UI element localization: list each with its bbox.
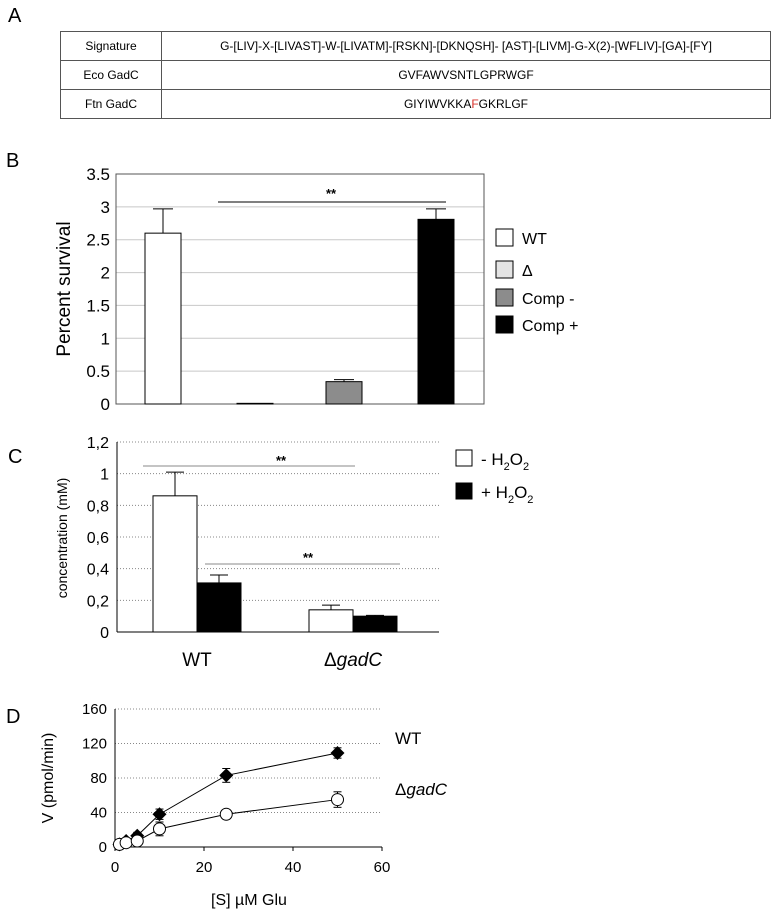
y-axis-label: concentration (mM) [54,478,70,599]
x-tick-label: ΔgadC [324,650,382,671]
bar [236,402,274,405]
data-point [130,834,144,848]
y-tick-label: 2 [101,264,110,283]
data-point [119,836,133,850]
y-tick-label: 3 [101,198,110,217]
row-label: Ftn GadC [60,89,162,119]
legend-swatch [495,260,514,279]
legend-swatch [495,288,514,307]
table-row: Eco GadC GVFAWVSNTLGPRWGF [60,60,771,90]
y-tick-label: 1,2 [87,435,109,452]
significance-mark: ** [276,453,287,468]
x-tick-label: 0 [111,859,119,876]
row-label: Eco GadC [60,60,162,90]
bar [152,495,198,633]
y-tick-label: 0 [100,625,109,642]
y-tick-label: 1 [101,329,110,348]
panel-label-a: A [8,5,22,27]
bar [325,381,363,405]
y-axis-label: V (pmol/min) [40,733,57,824]
legend-swatch [455,449,473,467]
significance-mark: ** [303,550,314,565]
legend-label: Comp - [522,291,574,308]
y-tick-label: 0 [101,395,110,414]
sequence-post: GKRLGF [478,97,529,111]
data-point [330,745,345,760]
series-label: WT [395,729,421,748]
y-tick-label: 0,6 [87,530,109,547]
bar [352,615,398,633]
bar [196,582,242,633]
table-row: Signature G-[LIV]-X-[LIVAST]-W-[LIVATM]-… [60,31,771,61]
y-tick-label: 2.5 [86,231,110,250]
legend-swatch [455,482,473,500]
plot-frame [115,173,485,405]
significance-mark: ** [326,186,337,201]
table-row: Ftn GadC GIYIWVKKAFGKRLGF [60,89,771,119]
y-tick-label: 80 [90,770,107,787]
sequence-pre: GIYIWVKKA [403,97,472,111]
legend-label: Comp + [522,318,578,335]
legend-label: + H2O2 [481,483,533,506]
y-tick-label: 1 [100,467,109,484]
legend-label: Δ [522,263,533,280]
y-tick-label: 0,2 [87,593,109,610]
legend-swatch [495,228,514,247]
data-point [219,768,234,783]
signature-table: Signature G-[LIV]-X-[LIVAST]-W-[LIVATM]-… [60,31,771,119]
bar [308,609,354,633]
panel-label-b: B [6,150,20,172]
x-tick-label: 60 [374,859,391,876]
y-tick-label: 40 [90,805,107,822]
y-tick-label: 0,8 [87,498,109,515]
x-tick-label: 20 [196,859,213,876]
series-line [119,752,338,845]
y-tick-label: 120 [82,736,107,753]
data-point [331,793,344,807]
y-tick-label: 0,4 [87,562,109,579]
y-tick-label: 0.5 [86,362,110,381]
y-tick-label: 160 [82,701,107,718]
row-value: GVFAWVSNTLGPRWGF [161,60,771,90]
row-label: Signature [60,31,162,61]
row-value: GIYIWVKKAFGKRLGF [161,89,771,119]
panel-label-c: C [8,446,23,468]
x-tick-label: WT [182,650,212,671]
bar [417,218,455,405]
highlighted-residue: F [471,97,479,111]
y-tick-label: 1.5 [86,296,110,315]
data-point [152,807,167,822]
legend-label: WT [522,231,547,248]
row-value: G-[LIV]-X-[LIVAST]-W-[LIVATM]-[RSKN]-[DK… [161,31,771,61]
x-axis-label: [S] µM Glu [211,892,287,909]
y-tick-label: 3.5 [86,165,110,184]
y-axis-label: Percent survival [54,221,75,356]
data-point [219,807,233,821]
legend-label: - H2O2 [481,450,529,473]
data-point [153,822,166,836]
legend-swatch [495,315,514,334]
bar [144,232,182,405]
panel-label-d: D [6,706,21,728]
x-tick-label: 40 [285,859,302,876]
series-label: ΔgadC [395,780,448,799]
y-tick-label: 0 [99,839,107,856]
